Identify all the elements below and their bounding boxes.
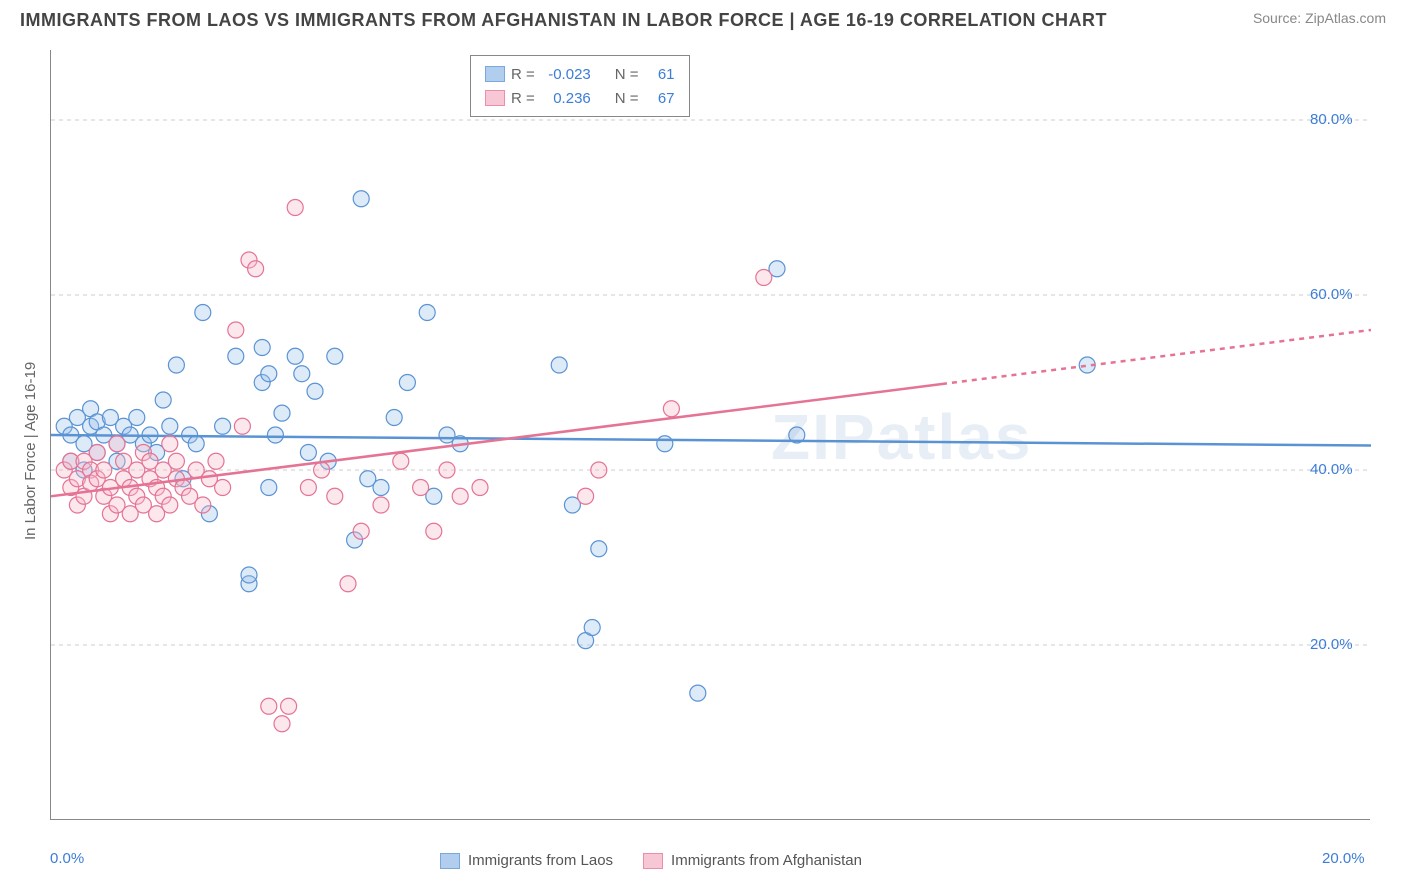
y-tick-label: 60.0%: [1310, 286, 1353, 303]
legend-N-label: N =: [615, 66, 639, 83]
legend-R-value: -0.023: [541, 66, 591, 83]
legend-stat-row: R = 0.236 N = 67: [485, 86, 675, 110]
legend-series-label: Immigrants from Afghanistan: [671, 852, 862, 869]
y-tick-label: 80.0%: [1310, 111, 1353, 128]
legend-stats: R = -0.023 N = 61 R = 0.236 N = 67: [470, 55, 690, 117]
legend-swatch: [485, 66, 505, 82]
x-tick-label: 0.0%: [50, 850, 84, 867]
legend-N-value: 67: [645, 90, 675, 107]
legend-series-label: Immigrants from Laos: [468, 852, 613, 869]
legend-series-item: Immigrants from Afghanistan: [643, 852, 862, 869]
y-tick-label: 20.0%: [1310, 636, 1353, 653]
legend-series-item: Immigrants from Laos: [440, 852, 613, 869]
legend-series: Immigrants from Laos Immigrants from Afgh…: [440, 852, 862, 869]
legend-swatch: [440, 853, 460, 869]
source-text: Source: ZipAtlas.com: [1253, 10, 1386, 26]
legend-stat-row: R = -0.023 N = 61: [485, 62, 675, 86]
y-tick-label: 40.0%: [1310, 461, 1353, 478]
y-axis-label: In Labor Force | Age 16-19: [22, 362, 39, 540]
chart-area: ZIPatlas: [50, 50, 1370, 820]
legend-N-label: N =: [615, 90, 639, 107]
chart-title: IMMIGRANTS FROM LAOS VS IMMIGRANTS FROM …: [20, 10, 1107, 31]
x-tick-label: 20.0%: [1322, 850, 1365, 867]
legend-R-value: 0.236: [541, 90, 591, 107]
legend-R-label: R =: [511, 66, 535, 83]
scatter-plot-svg: [51, 50, 1371, 820]
legend-R-label: R =: [511, 90, 535, 107]
legend-N-value: 61: [645, 66, 675, 83]
legend-swatch: [643, 853, 663, 869]
legend-swatch: [485, 90, 505, 106]
